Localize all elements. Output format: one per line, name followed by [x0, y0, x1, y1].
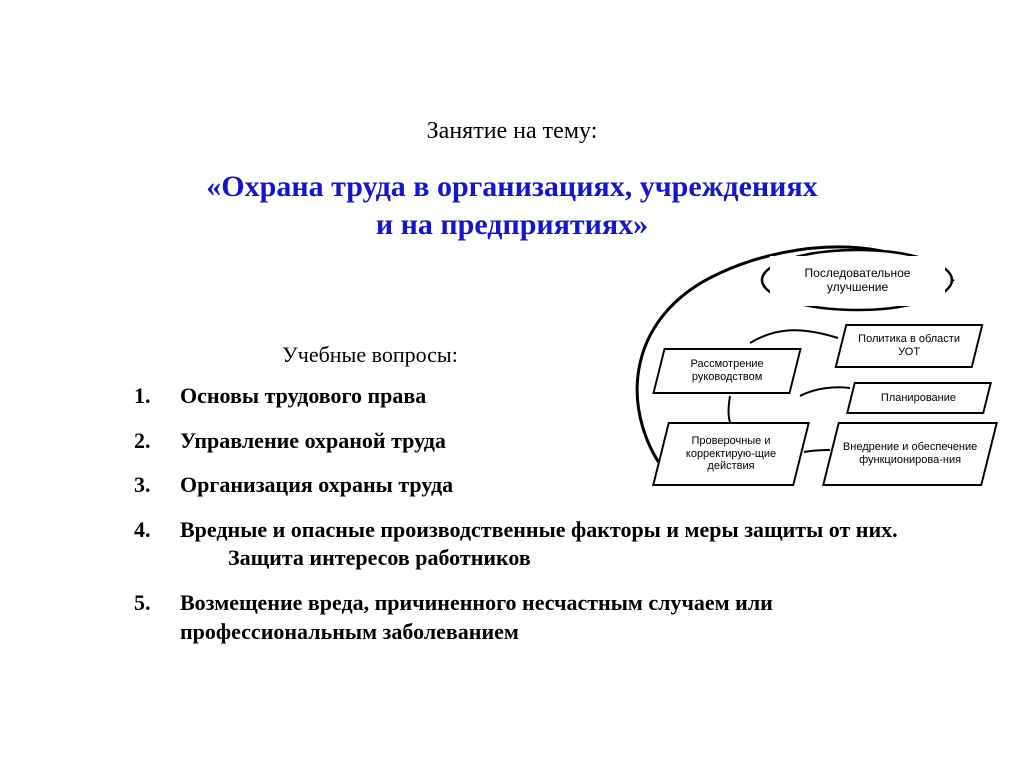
inner-curve-1 [750, 330, 838, 343]
node-plan: Планирование [846, 382, 992, 414]
inner-curve-2 [800, 387, 850, 396]
node-top-label: Последовательное улучшение [770, 256, 945, 306]
node-policy: Политика в области УОТ [835, 324, 984, 368]
node-review-label: Рассмотрение руководством [664, 358, 790, 383]
pre-title: Занятие на тему: [0, 118, 1024, 145]
node-plan-label: Планирование [881, 392, 956, 405]
node-policy-label: Политика в области УОТ [846, 333, 972, 358]
list-item-text-b: Защита интересов работников [228, 544, 531, 573]
node-impl-label: Внедрение и обеспечение функционирова-ни… [836, 441, 984, 466]
node-impl: Внедрение и обеспечение функционирова-ни… [822, 422, 998, 486]
cycle-diagram: Последовательное улучшение Рассмотрение … [600, 228, 1000, 508]
list-item: Возмещение вреда, причиненного несчастны… [156, 589, 916, 646]
main-title-line-1: «Охрана труда в организациях, учреждения… [206, 170, 817, 203]
node-check: Проверочные и корректирую-щие действия [652, 422, 810, 486]
inner-curve-3 [729, 396, 731, 422]
node-check-label: Проверочные и корректирую-щие действия [666, 435, 796, 473]
list-item-text-a: Вредные и опасные производственные факто… [180, 517, 898, 542]
slide-page: { "colors": { "background": "#ffffff", "… [0, 0, 1024, 767]
sub-title: Учебные вопросы: [120, 342, 620, 368]
list-item: Вредные и опасные производственные факто… [156, 516, 916, 573]
node-review: Рассмотрение руководством [652, 348, 801, 394]
inner-curve-4 [804, 450, 830, 452]
